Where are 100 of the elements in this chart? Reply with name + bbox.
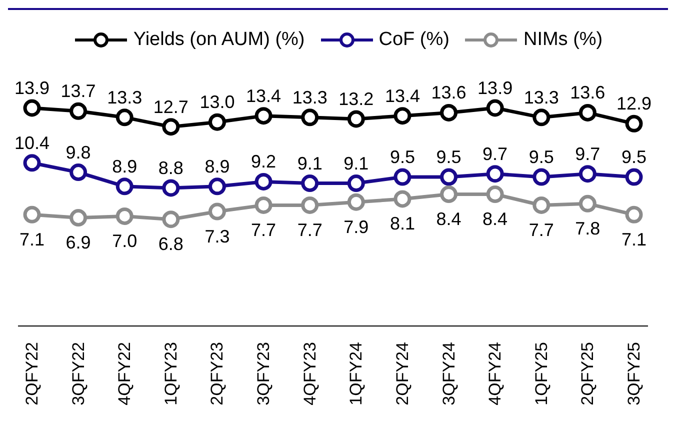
data-label: 8.9 <box>112 156 138 176</box>
data-label: 7.9 <box>344 216 369 237</box>
x-tick-label: 4QFY22 <box>115 342 134 406</box>
data-label: 13.2 <box>338 88 374 109</box>
data-label: 9.5 <box>390 147 415 168</box>
point <box>23 206 41 224</box>
point <box>347 110 365 128</box>
data-label: 8.9 <box>204 156 230 176</box>
data-label: 13.4 <box>384 86 420 106</box>
x-tick-label: 3QFY23 <box>254 342 274 406</box>
point <box>254 172 272 190</box>
legend-label: NIMs (%) <box>523 29 603 51</box>
data-label: 10.4 <box>14 132 50 153</box>
point <box>625 114 643 132</box>
point <box>162 118 180 136</box>
x-tick-label: 2QFY25 <box>578 342 598 406</box>
data-label: 9.5 <box>436 147 462 168</box>
data-label: 13.6 <box>431 82 466 103</box>
data-label: 9.7 <box>575 144 600 164</box>
point <box>394 190 412 208</box>
point <box>532 196 550 214</box>
point <box>440 168 458 186</box>
point <box>301 196 319 214</box>
data-label: 13.4 <box>246 86 282 106</box>
data-label: 8.4 <box>482 209 508 230</box>
x-tick-label: 3QFY24 <box>439 342 458 406</box>
point <box>486 99 504 117</box>
data-label: 7.1 <box>19 229 45 250</box>
point <box>301 174 319 192</box>
point <box>532 108 550 126</box>
point <box>254 196 272 214</box>
x-tick-label: 3QFY25 <box>624 342 644 406</box>
x-tick-label: 3QFY22 <box>68 342 88 406</box>
legend-label: Yields (on AUM) (%) <box>133 29 305 51</box>
point <box>70 209 88 227</box>
point <box>301 108 319 126</box>
x-tick-label: 2QFY23 <box>208 342 227 406</box>
point <box>23 154 41 172</box>
point <box>116 108 134 126</box>
point <box>254 107 272 125</box>
data-label: 13.6 <box>570 82 606 103</box>
data-label: 7.0 <box>112 230 138 251</box>
data-label: 8.4 <box>436 209 462 230</box>
point <box>578 104 596 122</box>
data-label: 13.3 <box>292 87 328 108</box>
data-label: 13.0 <box>200 92 235 112</box>
point <box>625 206 643 224</box>
x-tick-label: 1QFY25 <box>532 342 551 406</box>
point <box>486 165 504 183</box>
data-label: 9.7 <box>482 144 508 164</box>
data-label: 7.3 <box>204 226 230 246</box>
x-tick-label: 4QFY24 <box>486 342 505 406</box>
data-label: 6.8 <box>158 234 184 254</box>
data-label: 7.7 <box>297 220 322 240</box>
data-label: 8.8 <box>158 158 184 178</box>
legend-label: CoF (%) <box>378 29 450 51</box>
data-label: 7.7 <box>528 220 554 240</box>
data-label: 8.1 <box>390 214 415 234</box>
data-label: 9.1 <box>344 153 369 174</box>
point <box>625 168 643 186</box>
data-label: 13.9 <box>478 78 513 98</box>
data-label: 7.7 <box>251 220 276 240</box>
data-label: 13.3 <box>107 87 142 108</box>
point <box>394 168 412 186</box>
point <box>116 178 134 196</box>
data-label: 12.7 <box>153 96 188 117</box>
point <box>578 165 596 183</box>
point <box>208 202 226 220</box>
point <box>532 168 550 186</box>
point <box>208 178 226 196</box>
point <box>440 186 458 204</box>
x-tick-label: 2QFY24 <box>392 342 412 406</box>
data-label: 13.9 <box>14 78 50 98</box>
data-label: 9.8 <box>66 142 91 162</box>
point <box>162 210 180 228</box>
point <box>486 186 504 204</box>
point <box>116 207 134 225</box>
point <box>578 194 596 212</box>
point <box>70 164 88 182</box>
point <box>347 174 365 192</box>
point <box>70 102 88 120</box>
x-tick-label: 2QFY22 <box>22 342 42 406</box>
data-label: 7.8 <box>575 218 600 238</box>
x-tick-label: 1QFY23 <box>161 342 180 406</box>
data-label: 13.7 <box>60 81 96 102</box>
x-tick-label: 1QFY24 <box>346 342 366 406</box>
point <box>162 179 180 197</box>
x-tick-label: 4QFY23 <box>300 342 320 406</box>
data-label: 12.9 <box>616 94 652 114</box>
point <box>440 104 458 122</box>
data-label: 9.5 <box>621 147 647 168</box>
data-label: 7.1 <box>621 229 647 250</box>
data-label: 6.9 <box>66 232 91 253</box>
data-label: 9.2 <box>251 152 276 172</box>
point <box>23 99 41 117</box>
point <box>347 193 365 211</box>
point <box>394 107 412 125</box>
data-label: 9.1 <box>297 153 322 174</box>
point <box>208 113 226 131</box>
data-label: 13.3 <box>524 87 559 108</box>
